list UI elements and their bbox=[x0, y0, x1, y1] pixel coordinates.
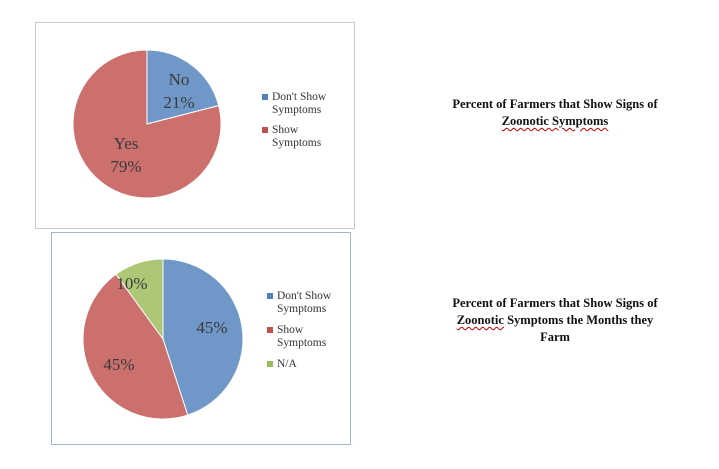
pie-1-slice-1 bbox=[72, 49, 222, 199]
chart-title-symptoms-line-1: Percent of Farmers that Show Signs of bbox=[452, 97, 658, 111]
chart-panel-months: 45% 45% 10% Don't Show Symptoms Show Sympt… bbox=[51, 232, 351, 445]
legend-text-dont-show-2: Symptoms bbox=[272, 104, 322, 116]
chart-title-months-line-2-b: Symptoms the Months they bbox=[503, 313, 654, 327]
legend-swatch-dont-show-months bbox=[267, 293, 273, 299]
legend-text-show-1: Show bbox=[272, 124, 299, 136]
legend-text-dont-show-1: Don't Show bbox=[272, 91, 327, 103]
chart-title-months-line-2-a: Zoonotic bbox=[456, 313, 504, 327]
legend-text-na-months: N/A bbox=[277, 358, 297, 370]
pie-2-label-2-0: 10% bbox=[116, 274, 147, 293]
legend-text-show-months-1: Show bbox=[277, 324, 304, 336]
legend-text-show-months-2: Symptoms bbox=[277, 337, 327, 349]
pie-1-label-0-1: 21% bbox=[163, 93, 194, 112]
legend-swatch-show bbox=[262, 127, 268, 133]
legend-text-dont-show-months-1: Don't Show bbox=[277, 290, 332, 302]
legend-months: Don't Show Symptoms Show Symptoms N/A bbox=[267, 290, 331, 379]
pie-1-label-1-1: 79% bbox=[110, 157, 141, 176]
pie-1-label-0-0: No bbox=[169, 70, 190, 89]
legend-swatch-na-months bbox=[267, 361, 273, 367]
pie-chart-symptoms: No 21% Yes 79% bbox=[72, 49, 222, 199]
legend-text-show-2: Symptoms bbox=[272, 137, 322, 149]
legend-item-dont-show: Don't Show Symptoms bbox=[262, 91, 326, 117]
chart-title-months-line-1: Percent of Farmers that Show Signs of bbox=[452, 296, 658, 310]
pie-2-label-0-0: 45% bbox=[196, 318, 227, 337]
pie-1-label-1-0: Yes bbox=[114, 134, 139, 153]
legend-text-dont-show-months-2: Symptoms bbox=[277, 303, 327, 315]
pie-chart-months: 45% 45% 10% bbox=[82, 258, 244, 420]
chart-panel-symptoms: No 21% Yes 79% Don't Show Symptoms Show Sym… bbox=[35, 22, 355, 229]
legend-swatch-show-months bbox=[267, 327, 273, 333]
pie-1-slice-0 bbox=[146, 49, 220, 125]
legend-symptoms: Don't Show Symptoms Show Symptoms bbox=[262, 91, 326, 157]
pie-2-label-1-0: 45% bbox=[103, 355, 134, 374]
pie-2-slice-2 bbox=[115, 258, 164, 341]
chart-title-symptoms: Percent of Farmers that Show Signs of Zo… bbox=[410, 96, 700, 130]
chart-title-months-line-3: Farm bbox=[540, 330, 570, 344]
legend-item-show: Show Symptoms bbox=[262, 124, 326, 150]
chart-title-symptoms-line-2: Zoonotic Symptoms bbox=[501, 114, 609, 128]
legend-item-na-months: N/A bbox=[267, 358, 331, 371]
pie-2-slice-1 bbox=[82, 273, 189, 420]
legend-item-show-months: Show Symptoms bbox=[267, 324, 331, 350]
legend-item-dont-show-months: Don't Show Symptoms bbox=[267, 290, 331, 316]
chart-title-months: Percent of Farmers that Show Signs of Zo… bbox=[410, 295, 700, 346]
legend-swatch-dont-show bbox=[262, 94, 268, 100]
pie-2-slice-0 bbox=[162, 258, 244, 416]
